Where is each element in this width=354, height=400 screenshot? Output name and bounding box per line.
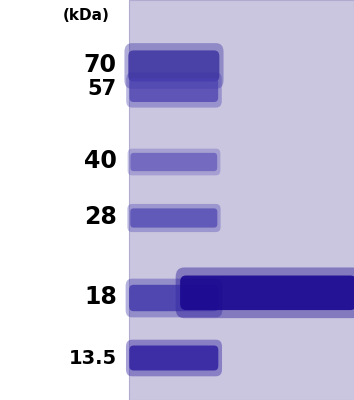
- FancyBboxPatch shape: [130, 78, 218, 102]
- FancyBboxPatch shape: [125, 43, 223, 89]
- FancyBboxPatch shape: [130, 153, 217, 171]
- FancyBboxPatch shape: [129, 0, 354, 400]
- FancyBboxPatch shape: [129, 346, 218, 370]
- FancyBboxPatch shape: [126, 279, 222, 317]
- Text: 57: 57: [88, 79, 117, 99]
- FancyBboxPatch shape: [128, 50, 219, 82]
- Text: (kDa): (kDa): [63, 8, 110, 24]
- FancyBboxPatch shape: [130, 208, 217, 228]
- FancyBboxPatch shape: [126, 72, 222, 108]
- Text: 18: 18: [84, 285, 117, 309]
- Text: 40: 40: [84, 149, 117, 173]
- Text: 28: 28: [84, 205, 117, 229]
- Text: 70: 70: [84, 53, 117, 77]
- FancyBboxPatch shape: [126, 340, 222, 376]
- FancyBboxPatch shape: [127, 149, 221, 175]
- Text: 13.5: 13.5: [69, 348, 117, 368]
- FancyBboxPatch shape: [176, 268, 354, 318]
- FancyBboxPatch shape: [180, 276, 354, 310]
- FancyBboxPatch shape: [129, 285, 218, 311]
- FancyBboxPatch shape: [127, 204, 221, 232]
